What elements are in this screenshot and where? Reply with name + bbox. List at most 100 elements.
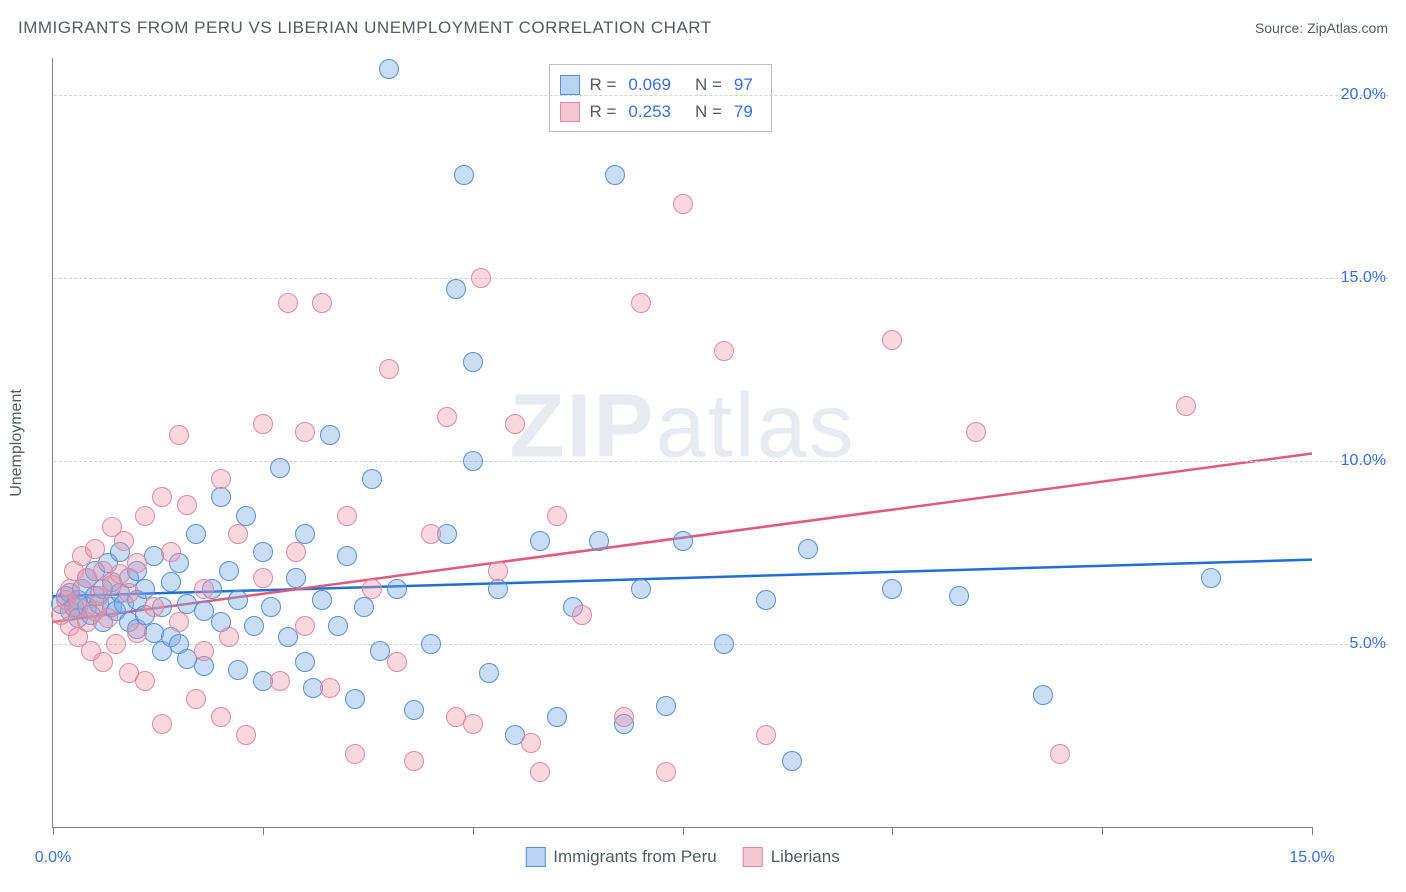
watermark: ZIPatlas [509,376,855,479]
scatter-point [454,165,474,185]
scatter-point [404,700,424,720]
scatter-point [194,579,214,599]
scatter-point [488,561,508,581]
scatter-point [211,487,231,507]
scatter-point [673,531,693,551]
trend-lines [53,58,1312,827]
scatter-point [631,579,651,599]
scatter-point [404,751,424,771]
scatter-point [387,579,407,599]
scatter-point [756,725,776,745]
scatter-point [320,678,340,698]
scatter-point [194,641,214,661]
source-label: Source: ZipAtlas.com [1255,20,1388,36]
scatter-point [135,671,155,691]
scatter-point [219,561,239,581]
y-axis-title: Unemployment [8,389,26,497]
scatter-point [93,652,113,672]
scatter-point [135,579,155,599]
scatter-point [312,293,332,313]
scatter-point [337,546,357,566]
scatter-point [656,762,676,782]
scatter-point [547,707,567,727]
legend-stats-row-1: R = 0.253 N = 79 [559,98,756,125]
scatter-point [714,634,734,654]
legend-label-0: Immigrants from Peru [553,847,716,867]
scatter-point [882,330,902,350]
legend-swatch-b1 [743,847,763,867]
scatter-point [286,568,306,588]
scatter-point [605,165,625,185]
scatter-point [1176,396,1196,416]
scatter-point [228,590,248,610]
gridline-h [54,95,1388,96]
scatter-point [756,590,776,610]
scatter-point [631,293,651,313]
scatter-point [337,506,357,526]
scatter-point [530,531,550,551]
scatter-point [547,506,567,526]
legend-swatch-0 [559,75,579,95]
gridline-h [54,278,1388,279]
scatter-point [135,506,155,526]
scatter-point [211,707,231,727]
scatter-point [244,616,264,636]
scatter-point [152,714,172,734]
scatter-point [106,634,126,654]
scatter-point [114,531,134,551]
x-tick [1102,827,1103,835]
source-name: ZipAtlas.com [1307,20,1388,36]
x-tick [53,827,54,835]
scatter-point [127,553,147,573]
scatter-point [1201,568,1221,588]
legend-n-value-1: 79 [734,98,753,125]
y-tick-label: 5.0% [1316,635,1386,653]
scatter-point [798,539,818,559]
scatter-point [328,616,348,636]
scatter-point [463,714,483,734]
scatter-point [488,579,508,599]
scatter-point [228,660,248,680]
x-tick [473,827,474,835]
x-tick-label: 0.0% [35,849,71,867]
scatter-point [211,469,231,489]
scatter-point [286,542,306,562]
legend-swatch-b0 [525,847,545,867]
scatter-point [295,422,315,442]
scatter-point [656,696,676,716]
scatter-point [521,733,541,753]
scatter-point [572,605,592,625]
scatter-point [345,689,365,709]
scatter-point [186,524,206,544]
x-tick [1312,827,1313,835]
scatter-point [966,422,986,442]
scatter-point [387,652,407,672]
scatter-point [421,524,441,544]
scatter-point [261,597,281,617]
scatter-point [186,689,206,709]
scatter-point [714,341,734,361]
scatter-point [161,542,181,562]
scatter-point [295,524,315,544]
scatter-point [219,627,239,647]
y-tick-label: 15.0% [1316,269,1386,287]
legend-n-label: N = [695,98,722,125]
scatter-point [782,751,802,771]
scatter-point [354,597,374,617]
scatter-point [463,451,483,471]
scatter-point [345,744,365,764]
x-tick-label: 15.0% [1289,849,1334,867]
scatter-point [362,469,382,489]
scatter-point [253,414,273,434]
scatter-point [1033,685,1053,705]
chart-title: IMMIGRANTS FROM PERU VS LIBERIAN UNEMPLO… [18,18,712,38]
scatter-point [463,352,483,372]
scatter-point [169,425,189,445]
plot-area: Unemployment ZIPatlas R = 0.069 N = 97 R… [52,58,1312,828]
scatter-point [295,616,315,636]
legend-item-0: Immigrants from Peru [525,847,716,867]
x-tick [892,827,893,835]
scatter-point [253,542,273,562]
scatter-point [673,194,693,214]
chart-container: Unemployment ZIPatlas R = 0.069 N = 97 R… [52,58,1388,838]
